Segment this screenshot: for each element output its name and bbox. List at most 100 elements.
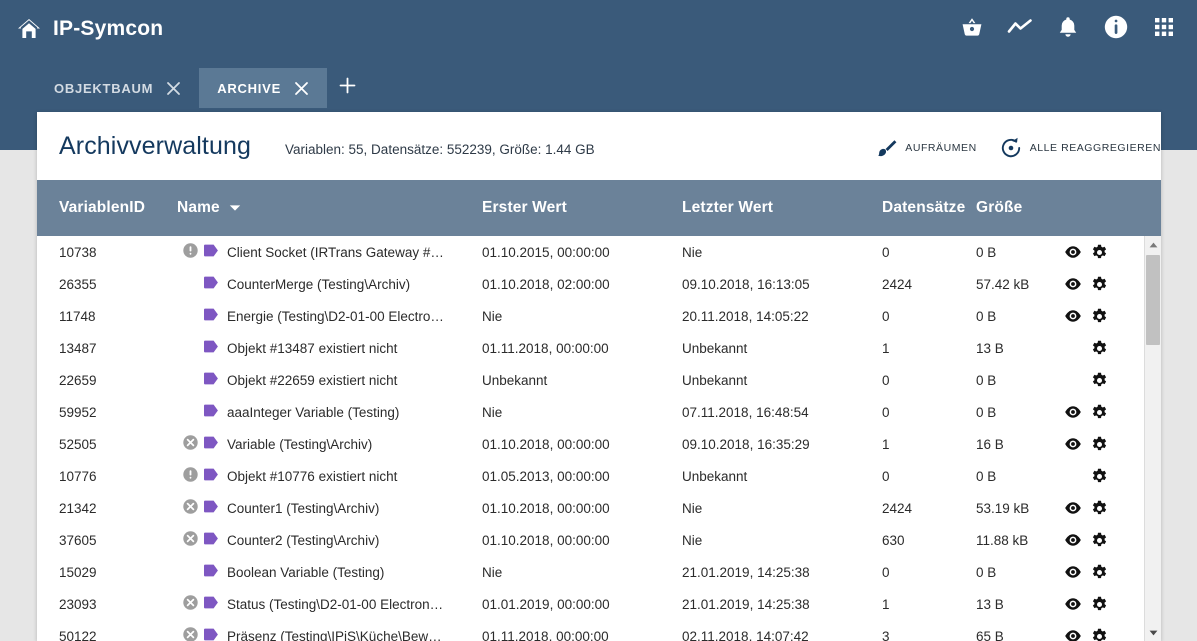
cell-groesse: 11.88 kB	[976, 532, 1029, 548]
error-close-icon[interactable]	[182, 595, 198, 613]
cell-variable-icon	[203, 564, 227, 580]
variable-tag-icon	[203, 308, 219, 324]
table-row[interactable]: 11748 Energie (Testing\D2-01-00 Electro… N…	[37, 300, 1161, 332]
table-row[interactable]: 13487 Objekt #13487 existiert nicht 01.11.…	[37, 332, 1161, 364]
scroll-up-button[interactable]	[1145, 236, 1161, 253]
table-row[interactable]: 22659 Objekt #22659 existiert nicht Unbeka…	[37, 364, 1161, 396]
settings-gear-button[interactable]	[1091, 372, 1108, 389]
settings-gear-button[interactable]	[1091, 276, 1108, 293]
settings-gear-button[interactable]	[1091, 308, 1108, 325]
card-header: Archivverwaltung Variablen: 55, Datensät…	[37, 112, 1161, 180]
settings-gear-button[interactable]	[1091, 436, 1108, 453]
table-row[interactable]: 37605 Counter2 (Testing\Archiv) 01.10.2018…	[37, 524, 1161, 556]
view-button[interactable]	[1064, 501, 1082, 515]
cell-actions	[1064, 276, 1130, 293]
view-button[interactable]	[1064, 533, 1082, 547]
cell-variable-icon	[203, 340, 227, 356]
view-button[interactable]	[1064, 565, 1082, 579]
info-circle-icon[interactable]	[1101, 12, 1131, 42]
settings-gear-button[interactable]	[1091, 500, 1108, 517]
settings-gear-button[interactable]	[1091, 596, 1108, 613]
table-row[interactable]: 23093 Status (Testing\D2-01-00 Electron… 0…	[37, 588, 1161, 620]
view-button[interactable]	[1064, 405, 1082, 419]
scroll-down-button[interactable]	[1145, 624, 1161, 641]
scrollbar-thumb[interactable]	[1146, 255, 1160, 345]
cell-actions	[1064, 532, 1130, 549]
cleanup-button[interactable]: AUFRÄUMEN	[876, 138, 976, 158]
view-button[interactable]	[1064, 437, 1082, 451]
cell-variablenid: 11748	[59, 308, 96, 324]
cell-groesse: 16 B	[976, 436, 1004, 452]
column-header-erster-wert[interactable]: Erster Wert	[482, 199, 567, 216]
settings-gear-button[interactable]	[1091, 404, 1108, 421]
settings-gear-button[interactable]	[1091, 628, 1108, 641]
close-icon[interactable]	[294, 81, 309, 96]
settings-gear-button[interactable]	[1091, 564, 1108, 581]
view-button[interactable]	[1064, 597, 1082, 611]
table-row[interactable]: 15029 Boolean Variable (Testing) Nie 21.01.…	[37, 556, 1161, 588]
apps-grid-icon[interactable]	[1149, 12, 1179, 42]
cell-name: Client Socket (IRTrans Gateway #…	[227, 244, 444, 260]
table-row[interactable]: 10776 Objekt #10776 existiert nicht 01.05.…	[37, 460, 1161, 492]
table-row[interactable]: 10738 Client Socket (IRTrans Gateway #… 01…	[37, 236, 1161, 268]
view-button[interactable]	[1064, 245, 1082, 259]
cell-erster-wert: Unbekannt	[482, 372, 548, 388]
cell-actions	[1064, 404, 1130, 421]
cell-name: Counter2 (Testing\Archiv)	[227, 532, 380, 548]
bell-icon[interactable]	[1053, 12, 1083, 42]
settings-gear-button[interactable]	[1091, 340, 1108, 357]
basket-icon[interactable]	[957, 12, 987, 42]
cell-letzter-wert: 07.11.2018, 16:48:54	[682, 404, 809, 420]
cell-variable-icon	[203, 628, 227, 641]
cell-letzter-wert: Nie	[682, 532, 703, 548]
settings-gear-button[interactable]	[1091, 244, 1108, 261]
cell-actions	[1064, 372, 1130, 389]
view-button[interactable]	[1064, 277, 1082, 291]
card-action-group: AUFRÄUMEN ALLE REAGGREGIEREN	[876, 136, 1161, 160]
column-header-name[interactable]: Name	[177, 199, 482, 217]
cell-name: Variable (Testing\Archiv)	[227, 436, 373, 452]
broom-icon	[876, 138, 898, 158]
cell-variable-icon	[203, 532, 227, 548]
cell-status-icon	[177, 531, 203, 549]
table-row[interactable]: 21342 Counter1 (Testing\Archiv) 01.10.2018…	[37, 492, 1161, 524]
cell-variablenid: 22659	[59, 372, 97, 388]
tab-archive[interactable]: ARCHIVE	[199, 68, 327, 108]
column-header-letzter-wert[interactable]: Letzter Wert	[682, 199, 774, 216]
warning-icon[interactable]	[182, 243, 198, 261]
table-row[interactable]: 52505 Variable (Testing\Archiv) 01.10.2018…	[37, 428, 1161, 460]
plus-icon	[339, 77, 356, 99]
cell-actions	[1064, 628, 1130, 641]
cell-groesse: 53.19 kB	[976, 500, 1030, 516]
view-button[interactable]	[1064, 309, 1082, 323]
cell-actions	[1064, 436, 1130, 453]
settings-gear-button[interactable]	[1091, 532, 1108, 549]
column-header-datensaetze[interactable]: Datensätze	[882, 199, 966, 216]
error-close-icon[interactable]	[182, 499, 198, 517]
settings-gear-button[interactable]	[1091, 468, 1108, 485]
cell-status-icon	[177, 435, 203, 453]
error-close-icon[interactable]	[182, 627, 198, 641]
brand[interactable]: IP-Symcon	[16, 16, 163, 42]
view-button[interactable]	[1064, 629, 1082, 641]
tab-objektbaum[interactable]: OBJEKTBAUM	[36, 68, 199, 108]
close-icon[interactable]	[166, 81, 181, 96]
warning-icon[interactable]	[182, 467, 198, 485]
column-header-groesse[interactable]: Größe	[976, 199, 1023, 216]
chart-line-icon[interactable]	[1005, 12, 1035, 42]
error-close-icon[interactable]	[182, 435, 198, 453]
cell-letzter-wert: 09.10.2018, 16:13:05	[682, 276, 810, 292]
cell-variablenid: 52505	[59, 436, 97, 452]
add-tab-button[interactable]	[327, 68, 367, 108]
table-row[interactable]: 59952 aaaInteger Variable (Testing) Nie 07.…	[37, 396, 1161, 428]
cell-erster-wert: 01.10.2018, 00:00:00	[482, 436, 610, 452]
cell-datensaetze: 0	[882, 372, 890, 388]
error-close-icon[interactable]	[182, 531, 198, 549]
column-header-name-label: Name	[177, 199, 220, 216]
column-header-variablenid[interactable]: VariablenID	[59, 199, 146, 216]
table-row[interactable]: 50122 Präsenz (Testing\IPiS\Küche\Bew… 01.…	[37, 620, 1161, 641]
cell-erster-wert: Nie	[482, 404, 503, 420]
vertical-scrollbar[interactable]	[1144, 236, 1161, 641]
table-row[interactable]: 26355 CounterMerge (Testing\Archiv) 01.10.…	[37, 268, 1161, 300]
reaggregate-all-button[interactable]: ALLE REAGGREGIEREN	[999, 136, 1161, 160]
